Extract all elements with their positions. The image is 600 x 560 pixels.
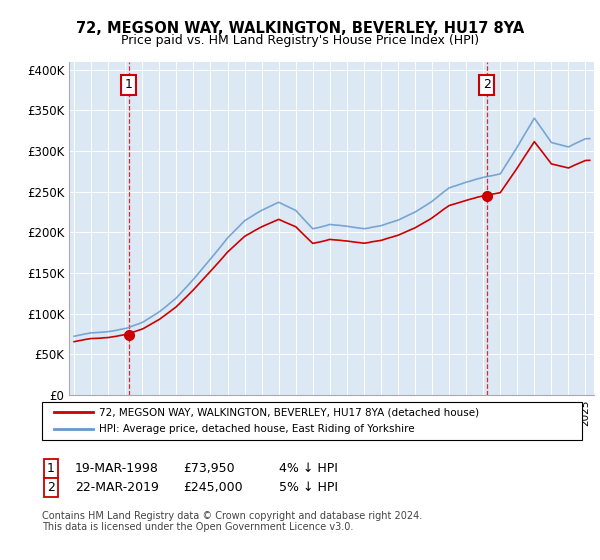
Text: 2: 2 <box>483 78 491 91</box>
Text: 19-MAR-1998: 19-MAR-1998 <box>75 462 159 475</box>
Text: 1: 1 <box>125 78 133 91</box>
Text: 72, MEGSON WAY, WALKINGTON, BEVERLEY, HU17 8YA: 72, MEGSON WAY, WALKINGTON, BEVERLEY, HU… <box>76 21 524 36</box>
Text: Contains HM Land Registry data © Crown copyright and database right 2024.: Contains HM Land Registry data © Crown c… <box>42 511 422 521</box>
Text: 2: 2 <box>47 480 55 494</box>
Text: 4% ↓ HPI: 4% ↓ HPI <box>279 462 338 475</box>
Text: Price paid vs. HM Land Registry's House Price Index (HPI): Price paid vs. HM Land Registry's House … <box>121 34 479 46</box>
Text: 5% ↓ HPI: 5% ↓ HPI <box>279 480 338 494</box>
Text: 1: 1 <box>47 462 55 475</box>
Text: £73,950: £73,950 <box>183 462 235 475</box>
Text: HPI: Average price, detached house, East Riding of Yorkshire: HPI: Average price, detached house, East… <box>99 424 415 434</box>
Text: 22-MAR-2019: 22-MAR-2019 <box>75 480 159 494</box>
Text: £245,000: £245,000 <box>183 480 242 494</box>
Text: This data is licensed under the Open Government Licence v3.0.: This data is licensed under the Open Gov… <box>42 522 353 532</box>
Text: 72, MEGSON WAY, WALKINGTON, BEVERLEY, HU17 8YA (detached house): 72, MEGSON WAY, WALKINGTON, BEVERLEY, HU… <box>99 407 479 417</box>
